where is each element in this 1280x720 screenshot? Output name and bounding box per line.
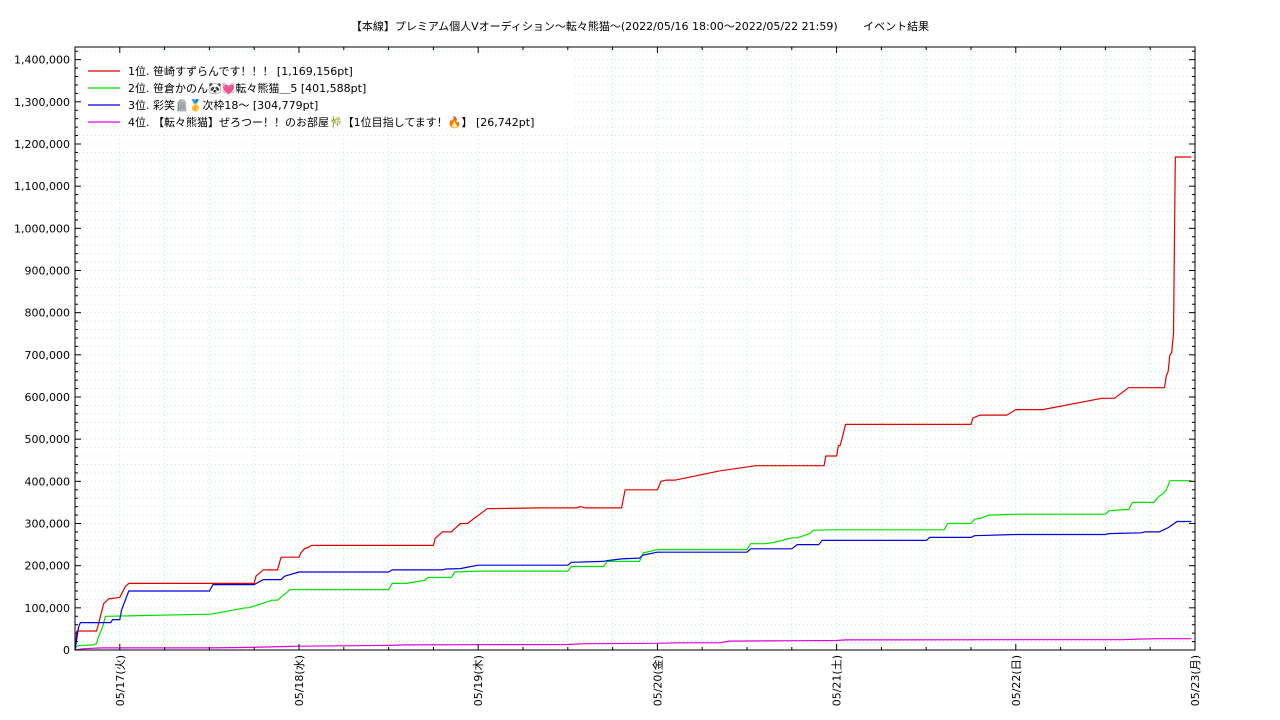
- y-tick-label: 500,000: [25, 433, 71, 446]
- series-line-2: [74, 480, 1192, 651]
- y-tick-label: 1,300,000: [14, 96, 70, 109]
- y-tick-label: 700,000: [25, 349, 71, 362]
- y-tick-label: 100,000: [25, 602, 71, 615]
- x-tick-label: 05/23(月): [1189, 655, 1202, 706]
- chart-title: 【本線】プレミアム個人Vオーディション〜転々熊猫～(2022/05/16 18:…: [350, 20, 930, 33]
- y-tick-label: 900,000: [25, 264, 71, 277]
- y-tick-label: 0: [63, 644, 70, 657]
- y-tick-label: 400,000: [25, 475, 71, 488]
- x-tick-label: 05/18(水): [293, 655, 306, 706]
- y-tick-label: 1,100,000: [14, 180, 70, 193]
- x-axis-labels: 05/17(火) 05/18(水) 05/19(木) 05/20(金) 05/21(土)…: [114, 655, 1202, 706]
- x-tick-label: 05/21(土): [831, 655, 844, 706]
- series-line-3: [74, 520, 1192, 651]
- y-tick-label: 1,400,000: [14, 54, 70, 67]
- y-tick-label: 1,000,000: [14, 222, 70, 235]
- x-tick-label: 05/17(火): [114, 655, 127, 706]
- legend-label-2: 2位. 笹倉かのん🐼💓転々熊猫＿5 [401,588pt]: [128, 81, 366, 95]
- x-tick-label: 05/20(金): [650, 655, 664, 706]
- plot-frame: [74, 46, 1196, 651]
- y-tick-label: 600,000: [25, 391, 71, 404]
- legend: 1位. 笹崎すずらんです！！！ [1,169,156pt] 2位. 笹倉かのん🐼💓…: [82, 58, 572, 134]
- series-line-1: [74, 156, 1192, 651]
- series-line-4: [74, 638, 1192, 651]
- legend-label-3: 3位. 彩笑🪦🥇次枠18〜 [304,779pt]: [128, 98, 318, 112]
- legend-background: [82, 58, 572, 134]
- y-tick-label: 300,000: [25, 517, 71, 530]
- x-tick-label: 05/19(木): [472, 655, 485, 706]
- grid: [74, 47, 1196, 650]
- legend-label-4: 4位. 【転々熊猫】ぜろつー！！のお部屋🎋【1位目指してます！🔥】 [26,74…: [128, 115, 534, 129]
- axis-ticks: [74, 47, 1196, 651]
- x-tick-label: 05/22(日): [1010, 655, 1023, 706]
- y-tick-label: 800,000: [25, 307, 71, 320]
- legend-label-1: 1位. 笹崎すずらんです！！！ [1,169,156pt]: [128, 64, 353, 78]
- series-lines: [74, 156, 1192, 651]
- y-axis-labels: 0 100,000 200,000 300,000 400,000 500,000 600,…: [14, 54, 70, 657]
- y-tick-label: 1,200,000: [14, 138, 70, 151]
- y-tick-label: 200,000: [25, 560, 71, 573]
